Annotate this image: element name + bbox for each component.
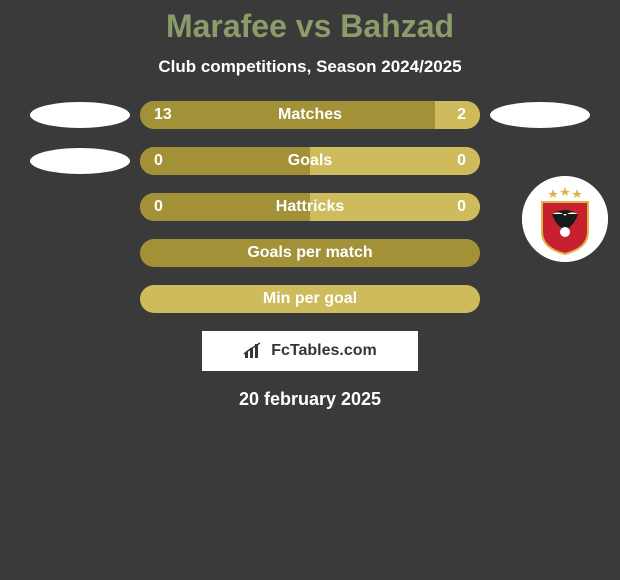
- stat-row: 13 2 Matches: [0, 101, 620, 129]
- stat-label: Matches: [278, 106, 342, 124]
- stat-bar: Min per goal: [140, 285, 480, 313]
- bar-right-segment: 0: [310, 147, 480, 175]
- ellipse-icon: [490, 102, 590, 128]
- left-logo-slot: [20, 102, 140, 128]
- stat-label: Min per goal: [263, 290, 357, 308]
- ellipse-icon: [30, 102, 130, 128]
- left-value: 0: [154, 198, 163, 216]
- stat-label: Goals: [288, 152, 332, 170]
- bar-full-segment: Goals per match: [140, 239, 480, 267]
- stat-row: Min per goal: [0, 285, 620, 313]
- bar-full-segment: Min per goal: [140, 285, 480, 313]
- watermark-text: FcTables.com: [271, 342, 377, 360]
- stat-label: Hattricks: [276, 198, 344, 216]
- chart-icon: [243, 342, 265, 360]
- subtitle: Club competitions, Season 2024/2025: [0, 57, 620, 77]
- right-value: 0: [457, 198, 466, 216]
- stat-row: 0 0 Goals: [0, 147, 620, 175]
- left-value: 13: [154, 106, 172, 124]
- stat-label: Goals per match: [247, 244, 372, 262]
- stat-bar: 0 0 Goals: [140, 147, 480, 175]
- date-text: 20 february 2025: [0, 389, 620, 410]
- comparison-infographic: Marafee vs Bahzad Club competitions, Sea…: [0, 0, 620, 410]
- right-value: 0: [457, 152, 466, 170]
- stat-bar: Goals per match: [140, 239, 480, 267]
- bar-left-segment: 0: [140, 147, 310, 175]
- page-title: Marafee vs Bahzad: [0, 8, 620, 45]
- stat-bar: 0 0 Hattricks: [140, 193, 480, 221]
- right-logo-slot: [480, 102, 600, 128]
- bar-right-segment: 2: [435, 101, 480, 129]
- right-value: 2: [457, 106, 466, 124]
- club-badge-icon: [522, 176, 608, 262]
- left-value: 0: [154, 152, 163, 170]
- left-logo-slot: [20, 148, 140, 174]
- stat-bar: 13 2 Matches: [140, 101, 480, 129]
- watermark-badge: FcTables.com: [202, 331, 418, 371]
- ellipse-icon: [30, 148, 130, 174]
